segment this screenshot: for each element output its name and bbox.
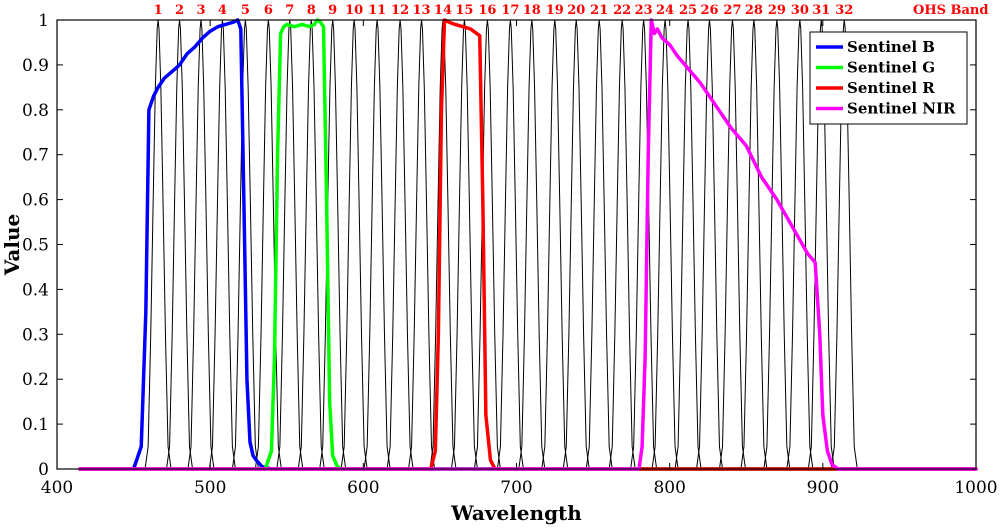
x-axis-title: Wavelength <box>450 501 582 525</box>
ohs-band-label-22: 22 <box>613 3 631 18</box>
x-tick-label: 900 <box>807 478 839 498</box>
ohs-band-label-21: 21 <box>590 3 608 18</box>
y-tick-label: 0.3 <box>22 325 49 345</box>
ohs-band-label-14: 14 <box>434 3 452 18</box>
legend-label-sentinel-g: Sentinel G <box>847 59 935 77</box>
y-tick-label: 0.9 <box>22 56 49 76</box>
ohs-band-label-27: 27 <box>723 3 741 18</box>
y-tick-label: 0.4 <box>22 280 49 300</box>
y-tick-label: 0.8 <box>22 101 49 121</box>
series-line-sentinel-g <box>78 18 978 471</box>
y-axis-ticks: 0 0.1 0.2 0.3 0.4 0.5 0.6 0.7 0.8 0.9 1 <box>22 11 976 480</box>
ohs-band-label-10: 10 <box>345 3 363 18</box>
ohs-band-axis-label: OHS Band <box>913 3 988 18</box>
ohs-band-label-1: 1 <box>154 3 163 18</box>
x-tick-label: 800 <box>653 478 685 498</box>
legend-label-sentinel-b: Sentinel B <box>847 38 935 56</box>
y-tick-label: 1 <box>38 11 49 31</box>
series-line-sentinel-r <box>78 18 978 471</box>
legend: Sentinel B Sentinel G Sentinel R Sentine… <box>809 31 968 125</box>
legend-label-sentinel-nir: Sentinel NIR <box>847 100 956 118</box>
ohs-band-label-16: 16 <box>478 3 496 18</box>
sentinel-series <box>78 18 978 471</box>
ohs-band-label-11: 11 <box>368 3 386 18</box>
ohs-band-label-3: 3 <box>196 3 205 18</box>
ohs-band-label-29: 29 <box>768 3 786 18</box>
ohs-band-label-7: 7 <box>285 3 294 18</box>
y-tick-label: 0.5 <box>22 236 49 256</box>
ohs-band-label-13: 13 <box>412 3 430 18</box>
ohs-band-label-31: 31 <box>812 3 830 18</box>
ohs-band-labels: 1 2 3 4 5 6 7 8 9 10 11 12 13 14 15 16 17 18 19 20 21 22 23 24 2… <box>154 3 854 18</box>
x-axis-ticks: 400 500 600 700 800 900 1000 <box>41 20 998 498</box>
x-tick-label: 700 <box>500 478 532 498</box>
ohs-band-label-8: 8 <box>307 3 316 18</box>
ohs-band-label-4: 4 <box>218 3 227 18</box>
ohs-band-label-20: 20 <box>567 3 585 18</box>
x-tick-label: 1000 <box>954 478 997 498</box>
y-tick-label: 0.7 <box>22 146 49 166</box>
series-line-sentinel-nir <box>78 18 978 471</box>
ohs-band-label-9: 9 <box>328 3 337 18</box>
y-axis-title: Value <box>0 214 24 277</box>
legend-label-sentinel-r: Sentinel R <box>847 79 935 97</box>
x-tick-label: 400 <box>41 478 73 498</box>
y-tick-label: 0 <box>38 460 49 480</box>
ohs-band-label-15: 15 <box>455 3 473 18</box>
ohs-band-label-19: 19 <box>546 3 564 18</box>
ohs-band-label-28: 28 <box>745 3 763 18</box>
ohs-band-label-25: 25 <box>679 3 697 18</box>
x-tick-label: 600 <box>347 478 379 498</box>
ohs-band-label-6: 6 <box>264 3 273 18</box>
ohs-band-label-24: 24 <box>656 3 674 18</box>
ohs-band-label-26: 26 <box>700 3 718 18</box>
y-tick-label: 0.1 <box>22 415 49 435</box>
ohs-band-label-32: 32 <box>835 3 853 18</box>
ohs-band-label-17: 17 <box>501 3 519 18</box>
series-line-sentinel-b <box>78 18 978 471</box>
y-tick-label: 0.2 <box>22 370 49 390</box>
ohs-band-label-23: 23 <box>635 3 653 18</box>
ohs-band-label-12: 12 <box>391 3 409 18</box>
y-tick-label: 0.6 <box>22 191 49 211</box>
x-tick-label: 500 <box>194 478 226 498</box>
ohs-band-label-18: 18 <box>523 3 541 18</box>
ohs-band-label-30: 30 <box>791 3 809 18</box>
ohs-band-label-2: 2 <box>175 3 184 18</box>
ohs-band-label-5: 5 <box>241 3 250 18</box>
